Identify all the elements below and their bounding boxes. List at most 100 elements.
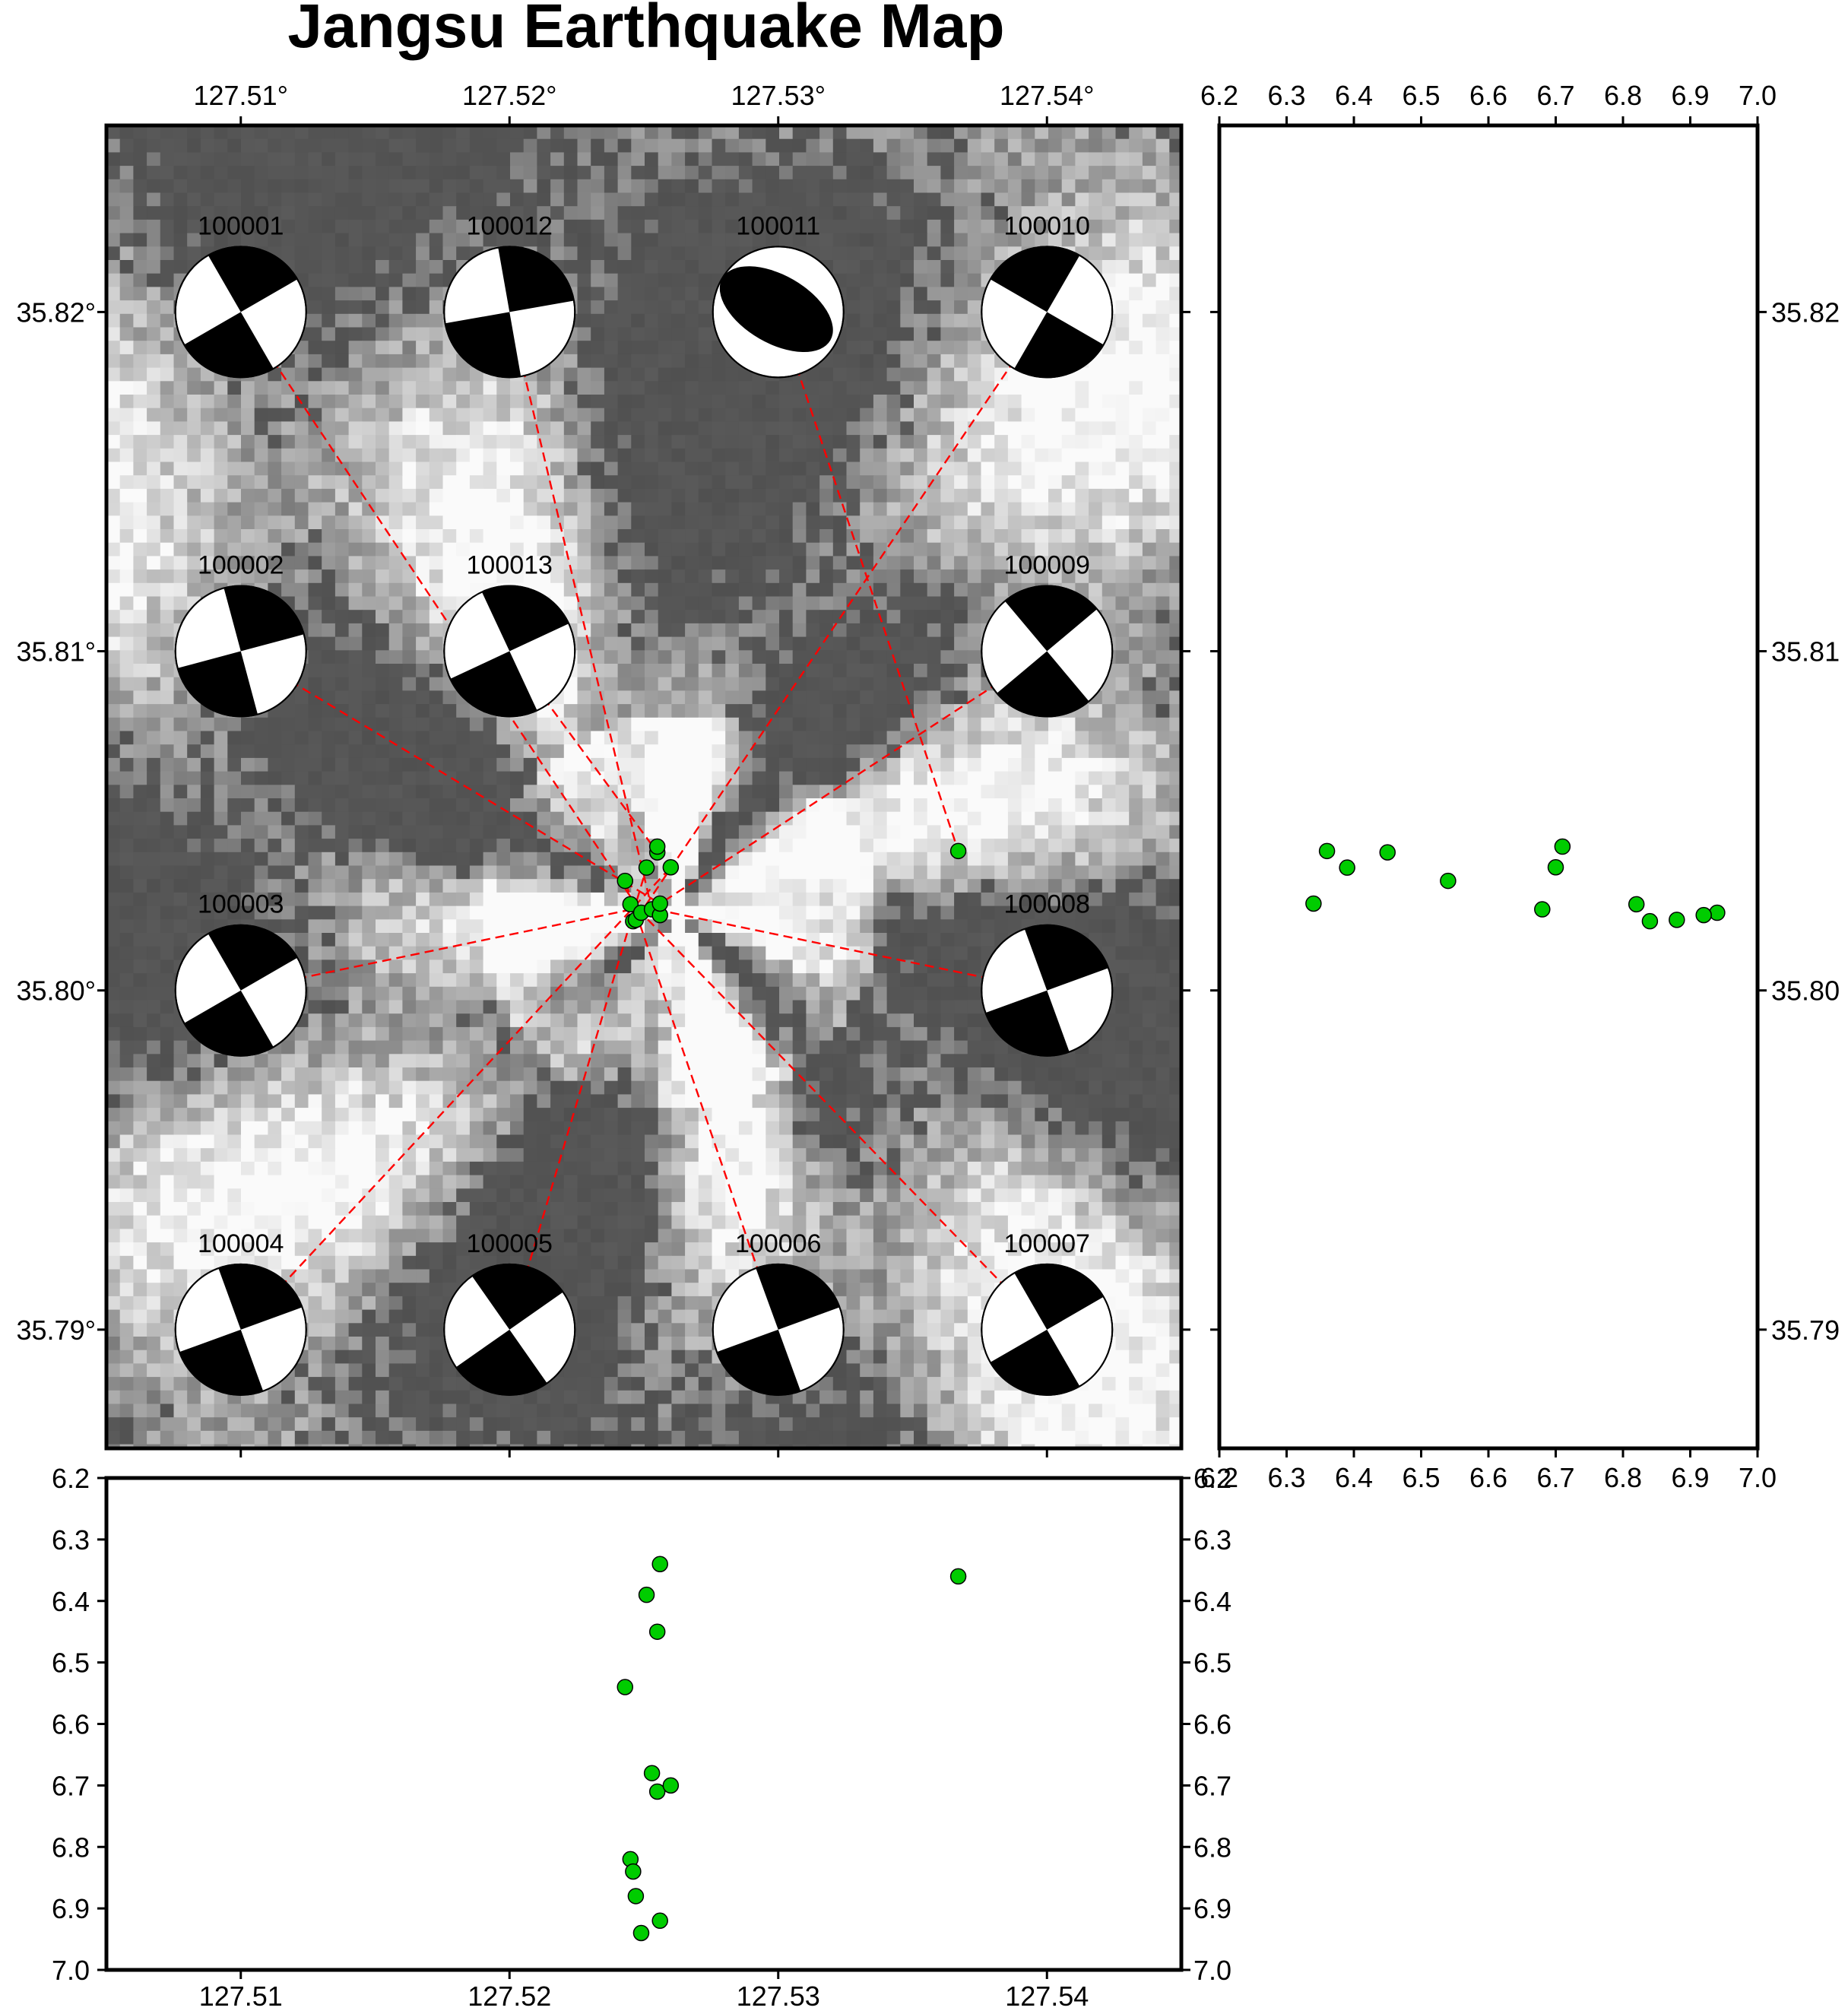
relief-cell xyxy=(1155,367,1170,382)
relief-cell xyxy=(994,569,1009,584)
relief-cell xyxy=(725,933,740,947)
relief-cell xyxy=(537,381,551,395)
relief-cell xyxy=(981,542,995,557)
relief-cell xyxy=(846,879,861,893)
relief-cell xyxy=(469,461,484,476)
relief-cell xyxy=(550,825,565,839)
relief-cell xyxy=(416,125,430,140)
relief-cell xyxy=(792,664,807,678)
relief-cell xyxy=(617,219,632,234)
relief-cell xyxy=(1169,569,1181,584)
relief-cell xyxy=(766,515,780,530)
relief-cell xyxy=(967,529,982,544)
relief-cell xyxy=(577,677,591,691)
relief-cell xyxy=(537,811,551,826)
relief-cell xyxy=(1102,367,1117,382)
relief-cell xyxy=(173,367,188,382)
relief-cell xyxy=(1021,435,1035,449)
relief-cell xyxy=(1142,865,1157,880)
relief-cell xyxy=(792,879,807,893)
relief-cell xyxy=(1061,892,1076,907)
relief-cell xyxy=(886,219,901,234)
relief-cell xyxy=(1142,946,1157,960)
relief-cell xyxy=(376,381,390,395)
relief-cell xyxy=(886,300,901,315)
relief-cell xyxy=(173,475,188,490)
relief-cell xyxy=(510,811,525,826)
relief-cell xyxy=(348,865,363,880)
relief-cell xyxy=(160,839,175,853)
relief-cell xyxy=(402,744,417,759)
relief-cell xyxy=(617,757,632,772)
relief-cell xyxy=(981,192,995,207)
relief-cell xyxy=(442,219,457,234)
relief-cell xyxy=(1035,717,1049,732)
relief-cell xyxy=(429,636,444,651)
relief-cell xyxy=(281,125,296,140)
relief-cell xyxy=(429,179,444,194)
relief-cell xyxy=(914,906,928,920)
relief-cell xyxy=(334,798,350,813)
relief-cell xyxy=(429,865,444,880)
relief-cell xyxy=(510,461,525,476)
relief-cell xyxy=(334,946,350,960)
relief-cell xyxy=(1169,757,1181,772)
relief-cell xyxy=(832,946,848,960)
relief-cell xyxy=(1142,919,1157,934)
relief-cell xyxy=(1048,731,1063,745)
relief-cell xyxy=(147,125,161,140)
relief-cell xyxy=(523,529,537,544)
relief-cell xyxy=(388,246,403,261)
relief-cell xyxy=(1142,354,1157,369)
relief-cell xyxy=(334,313,350,328)
relief-cell xyxy=(832,206,848,220)
relief-cell xyxy=(806,219,820,234)
relief-cell xyxy=(133,811,147,826)
relief-cell xyxy=(1129,246,1143,261)
relief-cell xyxy=(604,704,619,718)
relief-cell xyxy=(1169,260,1181,274)
relief-cell xyxy=(886,785,901,799)
relief-cell xyxy=(187,839,201,853)
relief-cell xyxy=(376,125,390,140)
relief-cell xyxy=(900,179,914,194)
relief-cell xyxy=(1142,327,1157,341)
relief-cell xyxy=(832,744,848,759)
relief-cell xyxy=(967,327,982,341)
relief-cell xyxy=(873,367,888,382)
relief-cell xyxy=(227,448,242,463)
relief-cell xyxy=(147,582,161,598)
relief-cell xyxy=(106,367,121,382)
relief-cell xyxy=(617,664,632,678)
relief-cell xyxy=(873,757,888,772)
relief-cell xyxy=(294,798,309,813)
relief-cell xyxy=(496,757,511,772)
relief-cell xyxy=(227,542,242,557)
relief-cell xyxy=(227,757,242,772)
relief-cell xyxy=(631,556,645,570)
relief-cell xyxy=(1142,219,1157,234)
relief-cell xyxy=(1142,757,1157,772)
relief-cell xyxy=(617,542,632,557)
relief-cell xyxy=(442,717,457,732)
relief-cell xyxy=(388,502,403,516)
relief-cell xyxy=(1115,515,1130,530)
relief-cell xyxy=(1061,825,1076,839)
relief-cell xyxy=(645,811,659,826)
relief-cell xyxy=(604,166,619,180)
relief-cell xyxy=(940,166,955,180)
relief-cell xyxy=(671,354,686,369)
relief-cell xyxy=(685,354,699,369)
relief-cell xyxy=(940,233,955,247)
relief-cell xyxy=(348,717,363,732)
relief-cell xyxy=(429,488,444,503)
relief-cell xyxy=(268,731,282,745)
relief-cell xyxy=(914,138,928,153)
relief-cell xyxy=(658,381,672,395)
relief-cell xyxy=(806,798,820,813)
relief-cell xyxy=(591,421,605,436)
relief-cell xyxy=(698,623,713,638)
relief-cell xyxy=(402,946,417,960)
relief-cell xyxy=(563,138,578,153)
relief-cell xyxy=(550,219,565,234)
